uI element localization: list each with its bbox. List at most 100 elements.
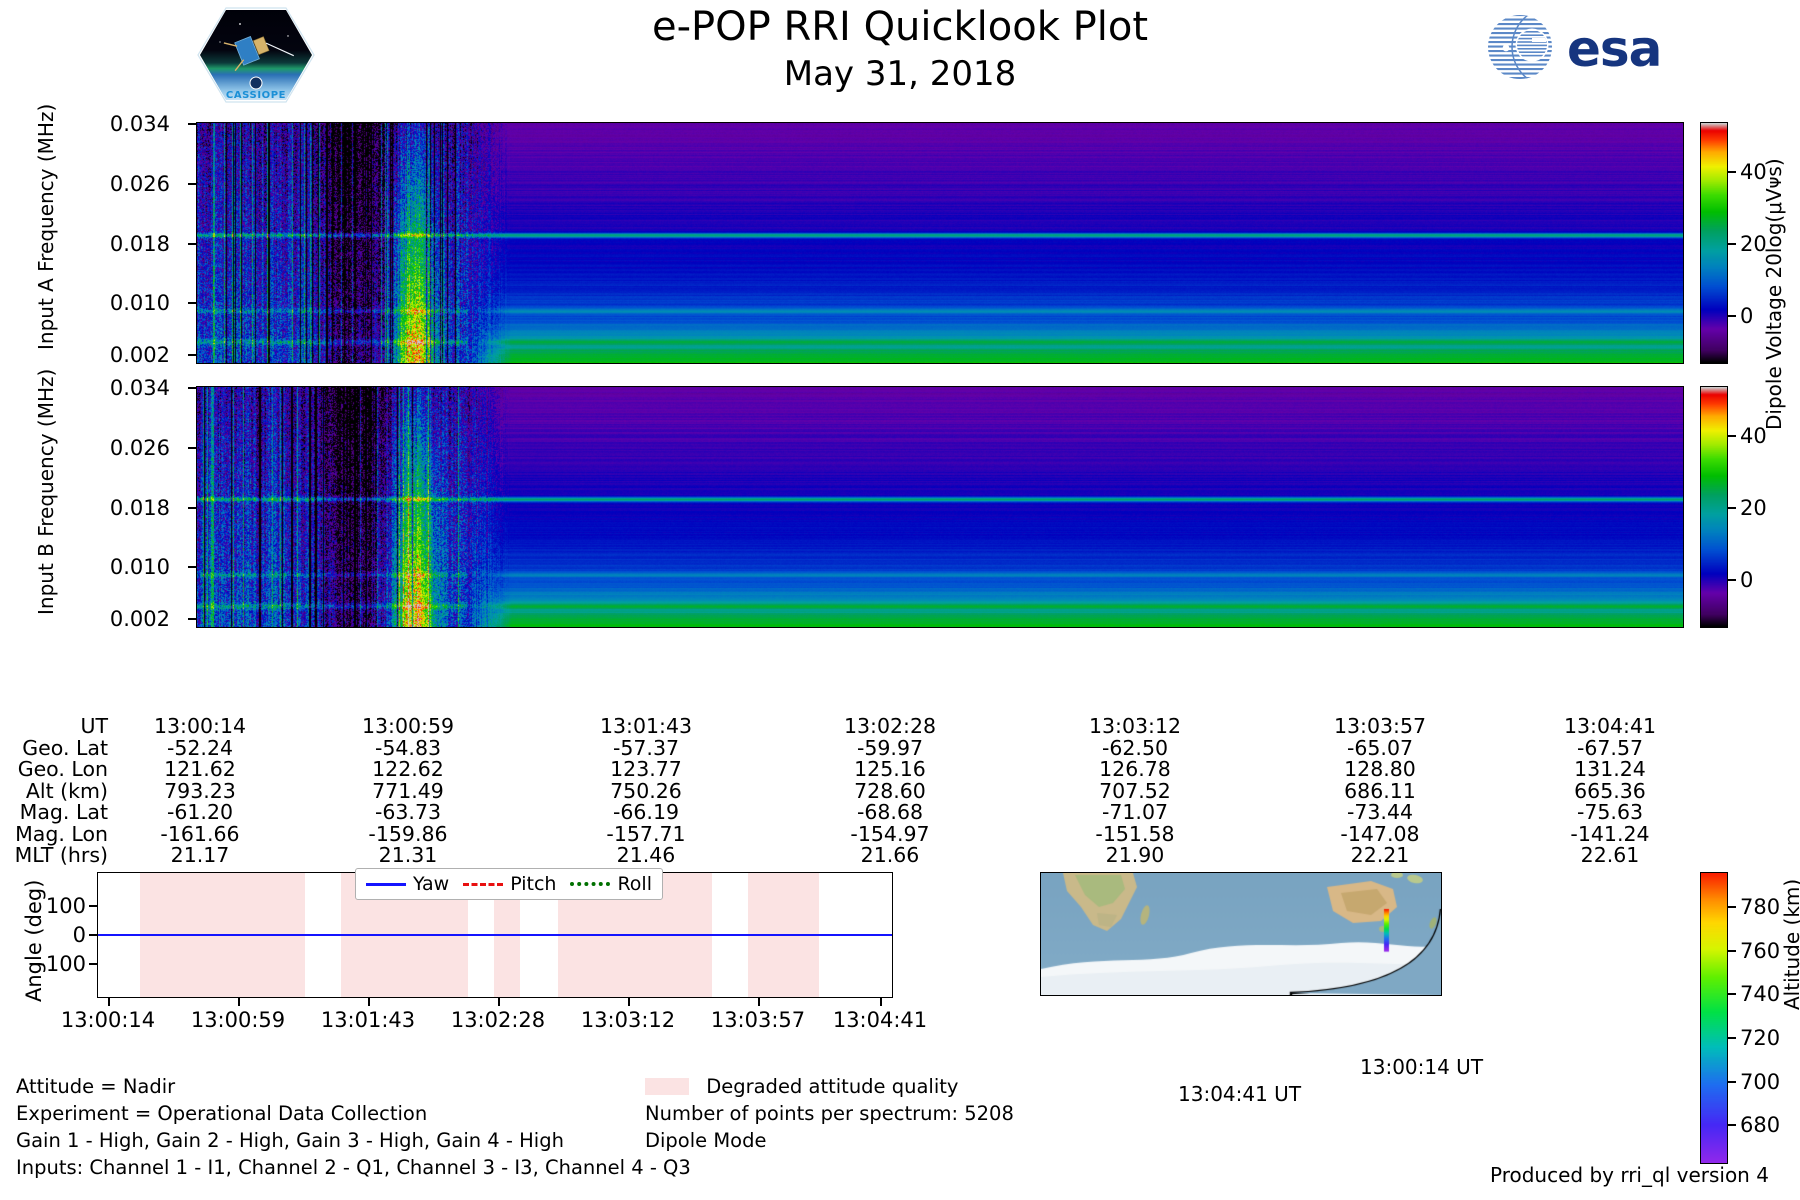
row-label-maglat: Mag. Lat [19, 800, 108, 824]
yaw-line-icon [366, 882, 406, 886]
mlt-col-4: 21.90 [1105, 843, 1165, 867]
geolat-col-3: -59.97 [856, 735, 924, 760]
roll-line-icon [570, 882, 611, 886]
maglon-col-5: -147.08 [1340, 821, 1420, 846]
legend-label-yaw: Yaw [413, 873, 450, 895]
alt-tickmark-680 [1727, 1124, 1736, 1126]
alt-col-1: 771.49 [372, 778, 444, 803]
mlt-col-5: 22.21 [1350, 843, 1410, 867]
attitude-legend: Yaw Pitch Roll [355, 868, 663, 900]
voltage-colorbar-b [1700, 386, 1728, 628]
angle-ytickmark-100 [89, 905, 97, 907]
input-b-ytick-2: 0.018 [109, 496, 170, 520]
geolat-col-5: -65.07 [1346, 735, 1414, 760]
angle-xtickmark-4 [628, 998, 630, 1006]
input-b-tickmark-2 [188, 507, 196, 509]
map-end-time-label: 13:04:41 UT [1178, 1082, 1302, 1106]
geolon-col-4: 126.78 [1099, 757, 1171, 781]
input-b-tickmark-1 [188, 447, 196, 449]
colorbar-b-tickmark-40 [1727, 435, 1736, 437]
geolat-col-2: -57.37 [612, 735, 680, 760]
angle-xtickmark-3 [498, 998, 500, 1006]
footnotes-left: Attitude = Nadir Experiment = Operationa… [16, 1073, 691, 1181]
maglat-col-4: -71.07 [1101, 800, 1169, 824]
colorbar-b-ticklabel-40: 40 [1740, 424, 1767, 448]
svg-text:esa: esa [1567, 20, 1661, 78]
input-a-ytick-4: 0.002 [109, 343, 170, 367]
angle-ytick-0: 0 [72, 923, 86, 947]
alt-col-3: 728.60 [854, 778, 926, 803]
footnote-attitude: Attitude = Nadir [16, 1075, 176, 1098]
alt-col-6: 665.36 [1574, 778, 1646, 803]
alt-col-4: 707.52 [1099, 778, 1171, 803]
ut-col-5: 13:03:57 [1333, 714, 1427, 738]
input-b-spectrogram-image [196, 386, 1684, 628]
input-b-ytick-1: 0.026 [109, 436, 170, 460]
ut-col-3: 13:02:28 [843, 714, 937, 738]
table-row: Alt (km) 793.23 771.49 750.26 728.60 707… [0, 778, 1700, 803]
ut-col-4: 13:03:12 [1088, 714, 1182, 738]
maglon-col-3: -154.97 [850, 821, 930, 846]
table-row: MLT (hrs) 21.17 21.31 21.46 21.66 21.90 … [0, 843, 1700, 867]
row-label-maglon: Mag. Lon [15, 821, 108, 846]
colorbar-b-ticklabel-0: 0 [1740, 568, 1754, 592]
alt-ticklabel-780: 780 [1740, 895, 1781, 919]
alt-tickmark-760 [1727, 950, 1736, 952]
angle-xtickmark-0 [108, 998, 110, 1006]
angle-ytick-100: 100 [45, 894, 86, 918]
legend-entry-pitch: Pitch [463, 873, 556, 895]
geolon-col-0: 121.62 [164, 757, 236, 781]
degraded-quality-label: Degraded attitude quality [706, 1075, 959, 1098]
alt-ticklabel-700: 700 [1740, 1070, 1781, 1094]
footnote-points-per-spectrum: Number of points per spectrum: 5208 [645, 1102, 1014, 1125]
svg-text:CASSIOPE: CASSIOPE [226, 90, 286, 101]
input-b-ytick-3: 0.010 [109, 555, 170, 579]
input-a-ytick-0: 0.034 [109, 112, 170, 136]
angle-xtick-5: 13:03:57 [710, 1008, 806, 1032]
angle-xtick-1: 13:00:59 [190, 1008, 286, 1032]
angle-ytickmark-neg100 [89, 963, 97, 965]
maglat-col-1: -63.73 [374, 800, 442, 824]
maglat-col-2: -66.19 [612, 800, 680, 824]
colorbar-b-ticklabel-20: 20 [1740, 496, 1767, 520]
produced-by-footer: Produced by rri_ql version 4 [1490, 1163, 1769, 1187]
geolon-col-1: 122.62 [372, 757, 444, 781]
angle-xtickmark-6 [880, 998, 882, 1006]
input-a-tickmark-1 [188, 183, 196, 185]
alt-tickmark-780 [1727, 906, 1736, 908]
page-date: May 31, 2018 [783, 54, 1017, 94]
degraded-quality-swatch-icon [645, 1078, 689, 1095]
alt-col-0: 793.23 [164, 778, 236, 803]
angle-xtickmark-1 [238, 998, 240, 1006]
colorbar-a-tickmark-40 [1727, 171, 1736, 173]
yaw-series-line [98, 934, 892, 936]
maglat-col-0: -61.20 [166, 800, 234, 824]
input-a-ytick-3: 0.010 [109, 291, 170, 315]
table-row: Geo. Lon 121.62 122.62 123.77 125.16 126… [0, 757, 1700, 781]
colorbar-b-tickmark-0 [1727, 579, 1736, 581]
row-label-geolat: Geo. Lat [22, 735, 108, 760]
esa-agency-logo: esa [1475, 12, 1705, 82]
geolat-col-4: -62.50 [1101, 735, 1169, 760]
mlt-col-3: 21.66 [860, 843, 920, 867]
mlt-col-2: 21.46 [616, 843, 676, 867]
table-row: UT 13:00:14 13:00:59 13:01:43 13:02:28 1… [0, 714, 1700, 738]
angle-ytickmark-0 [89, 934, 97, 936]
angle-ytick-neg100: −100 [28, 952, 86, 976]
maglon-col-2: -157.71 [606, 821, 686, 846]
mlt-col-1: 21.31 [378, 843, 438, 867]
input-a-tickmark-0 [188, 123, 196, 125]
table-row: Mag. Lat -61.20 -63.73 -66.19 -68.68 -71… [0, 800, 1700, 824]
table-row: Mag. Lon -161.66 -159.86 -157.71 -154.97… [0, 821, 1700, 846]
alt-col-2: 750.26 [610, 778, 682, 803]
input-b-tickmark-0 [188, 387, 196, 389]
voltage-colorbar-title: Dipole Voltage 20log(μVᴪs) [1762, 158, 1786, 430]
colorbar-b-tickmark-20 [1727, 507, 1736, 509]
geolon-col-5: 128.80 [1344, 757, 1416, 781]
page-header: CASSIOPE e-POP RRI Quicklook Plot May 31… [0, 0, 1800, 108]
geolat-col-1: -54.83 [374, 735, 442, 760]
legend-entry-roll: Roll [570, 873, 652, 895]
ground-track-map [1040, 872, 1442, 996]
input-b-ytick-0: 0.034 [109, 376, 170, 400]
input-a-spectrogram-image [196, 122, 1684, 364]
